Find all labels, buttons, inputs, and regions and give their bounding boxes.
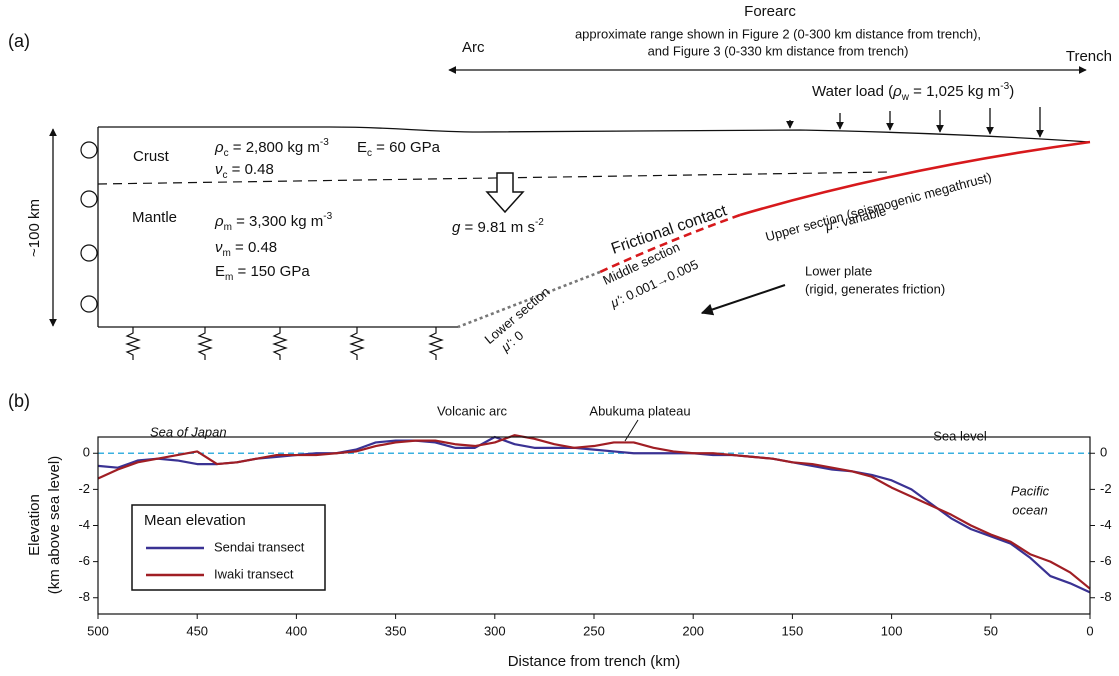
surface <box>98 126 1091 143</box>
rollers <box>80 141 98 313</box>
lower-section-fault <box>457 270 601 329</box>
gravity: g = 9.81 m s-2 <box>452 217 544 236</box>
crust-poisson: νc = 0.48 <box>215 161 274 181</box>
x-tick-label: 200 <box>682 623 704 638</box>
water-load: Water load (ρw = 1,025 kg m-3) <box>812 81 1014 103</box>
x-tick-label: 100 <box>881 623 903 638</box>
crust-label: Crust <box>133 148 170 165</box>
trench-label: Trench <box>1066 48 1112 65</box>
moho <box>97 171 891 185</box>
y2-tick-label: -4 <box>1100 517 1112 532</box>
mantle-modulus: Em = 150 GPa <box>215 263 310 283</box>
x-tick-label: 150 <box>782 623 804 638</box>
x-tick-label: 50 <box>984 623 998 638</box>
x-tick-label: 400 <box>286 623 308 638</box>
range-note: and Figure 3 (0-330 km distance from tre… <box>648 43 909 58</box>
annotation: Pacific <box>1011 483 1050 498</box>
panel-b: (b) Elevation (km above sea level) Dista… <box>8 391 1050 670</box>
crust-modulus: Ec = 60 GPa <box>357 139 441 159</box>
x-tick-label: 350 <box>385 623 407 638</box>
mantle-label: Mantle <box>132 209 177 226</box>
lower-plate: (rigid, generates friction) <box>805 281 945 296</box>
series-line <box>97 434 1091 590</box>
x-tick-label: 250 <box>583 623 605 638</box>
depth-label: ~100 km <box>26 199 43 257</box>
forearc-label: Forearc <box>744 3 796 20</box>
x-tick-label: 300 <box>484 623 506 638</box>
y2-tick-label: -6 <box>1100 553 1112 568</box>
x-axis-label: Distance from trench (km) <box>508 653 681 670</box>
panel-label: (a) <box>8 31 30 51</box>
crust-density: ρc = 2,800 kg m-3 <box>214 137 329 159</box>
reference-label: Sea level <box>933 428 987 443</box>
mantle-density: ρm = 3,300 kg m-3 <box>214 211 333 233</box>
load-arrows <box>786 107 1044 138</box>
lower-plate: Lower plate <box>805 263 872 278</box>
springs <box>125 327 444 360</box>
x-tick-label: 0 <box>1086 623 1093 638</box>
mantle-poisson: νm = 0.48 <box>215 239 277 259</box>
x-tick-label: 500 <box>87 623 109 638</box>
y-tick-label: -8 <box>78 589 90 604</box>
y2-tick-label: -2 <box>1100 481 1112 496</box>
gravity-arrow <box>485 172 525 214</box>
arc-label: Arc <box>462 39 485 56</box>
annotation: Sea of Japan <box>150 424 227 439</box>
upper-section-fault <box>739 140 1091 217</box>
legend-title: Mean elevation <box>144 512 246 529</box>
middle-section-fault <box>599 213 741 274</box>
x-tick-label: 450 <box>186 623 208 638</box>
range-note: approximate range shown in Figure 2 (0-3… <box>575 26 981 41</box>
y-tick-label: 0 <box>83 445 90 460</box>
y-tick-label: -2 <box>78 481 90 496</box>
y-axis-label: (km above sea level) <box>46 456 63 594</box>
y-tick-label: -4 <box>78 517 90 532</box>
legend-label: Iwaki transect <box>214 566 294 581</box>
annotation: Volcanic arc <box>437 403 508 418</box>
plate-motion-arrow <box>700 284 786 316</box>
annotation: ocean <box>1012 502 1047 517</box>
y2-tick-label: 0 <box>1100 445 1107 460</box>
panel-a: (a) Forearc approximate range shown in F… <box>8 3 1112 360</box>
y-axis-label: Elevation <box>26 494 43 556</box>
annotation: Abukuma plateau <box>589 403 690 418</box>
annotation-leader <box>624 419 639 442</box>
y2-tick-label: -8 <box>1100 589 1112 604</box>
panel-label: (b) <box>8 391 30 411</box>
legend-label: Sendai transect <box>214 539 305 554</box>
y-tick-label: -6 <box>78 553 90 568</box>
